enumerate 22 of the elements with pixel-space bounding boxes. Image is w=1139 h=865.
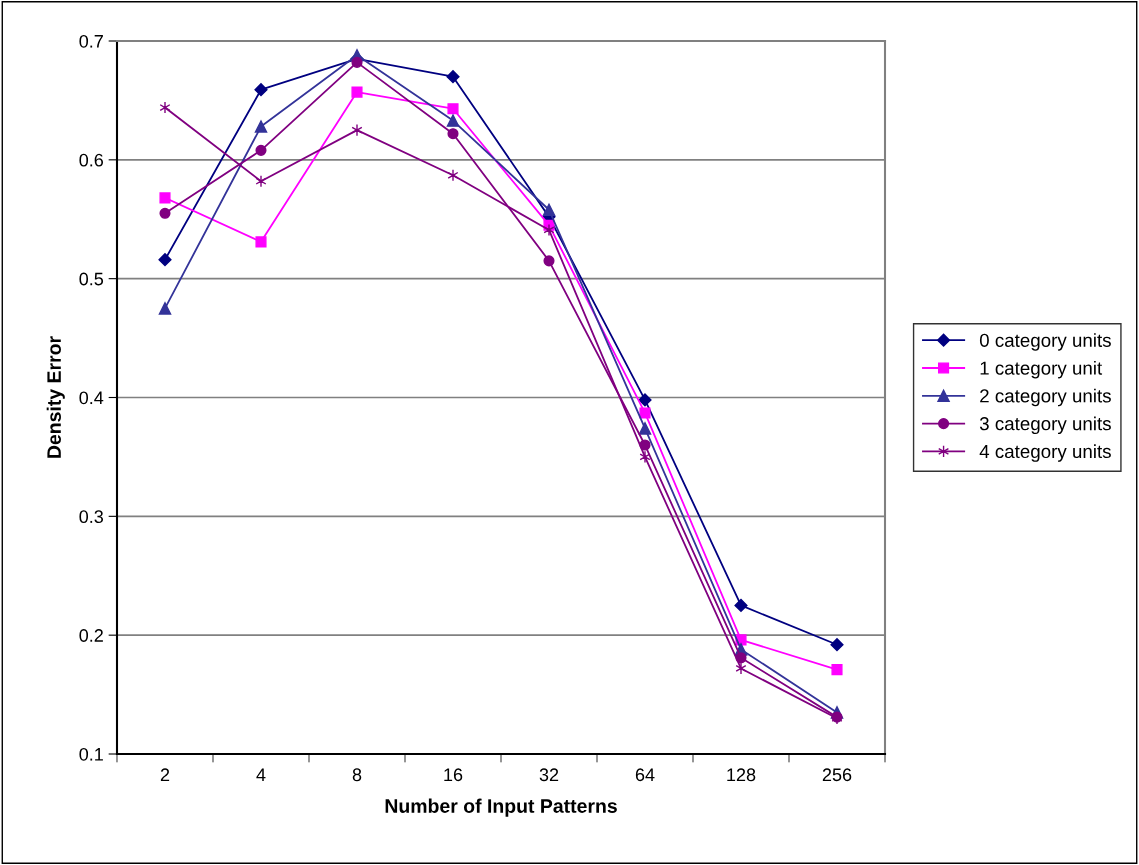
legend-label: 4 category units bbox=[979, 444, 1111, 462]
x-tick-label: 128 bbox=[727, 768, 756, 782]
y-tick-label: 0.5 bbox=[79, 272, 104, 286]
y-tick-label: 0.4 bbox=[79, 391, 104, 405]
x-axis-title: Number of Input Patterns bbox=[385, 798, 617, 817]
x-tick-label: 16 bbox=[444, 768, 463, 782]
y-tick-label: 0.3 bbox=[79, 510, 104, 524]
y-tick-label: 0.6 bbox=[79, 153, 104, 167]
y-tick-label: 0.2 bbox=[79, 629, 103, 642]
y-tick-label: 0.7 bbox=[79, 34, 103, 48]
x-tick-label: 256 bbox=[822, 768, 852, 782]
legend-label: 3 category units bbox=[979, 416, 1111, 435]
x-tick-label: 2 bbox=[160, 768, 170, 781]
y-tick-label: 0.1 bbox=[79, 747, 103, 761]
x-tick-label: 4 bbox=[256, 768, 266, 781]
y-axis-title: Density Error bbox=[46, 336, 65, 458]
legend-label: 2 category units bbox=[980, 388, 1111, 407]
x-tick-label: 64 bbox=[635, 768, 655, 782]
x-tick-label: 8 bbox=[352, 768, 362, 782]
legend-label: 0 category units bbox=[979, 333, 1111, 351]
x-tick-label: 32 bbox=[539, 768, 559, 782]
legend-label: 1 category unit bbox=[980, 360, 1103, 379]
